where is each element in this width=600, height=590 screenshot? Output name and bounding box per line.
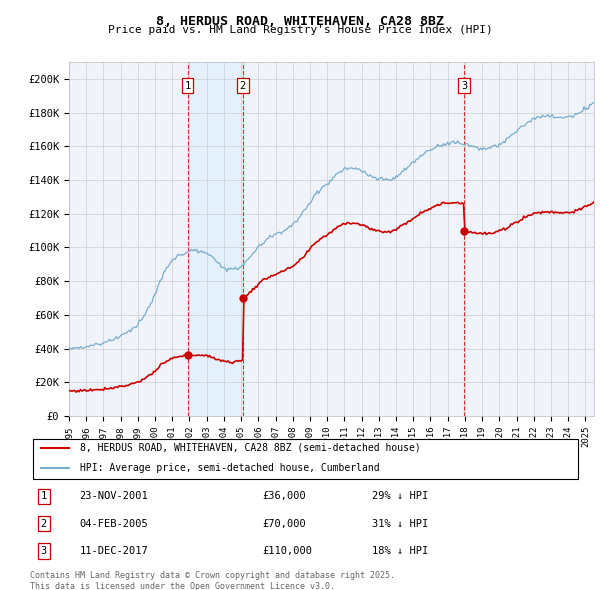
Text: 29% ↓ HPI: 29% ↓ HPI xyxy=(372,491,428,502)
Text: Contains HM Land Registry data © Crown copyright and database right 2025.
This d: Contains HM Land Registry data © Crown c… xyxy=(30,571,395,590)
Text: 3: 3 xyxy=(461,81,467,90)
Text: £36,000: £36,000 xyxy=(262,491,305,502)
Text: 2: 2 xyxy=(240,81,246,90)
Text: 8, HERDUS ROAD, WHITEHAVEN, CA28 8BZ (semi-detached house): 8, HERDUS ROAD, WHITEHAVEN, CA28 8BZ (se… xyxy=(80,442,421,453)
FancyBboxPatch shape xyxy=(33,439,578,478)
Text: 1: 1 xyxy=(41,491,47,502)
Text: 23-NOV-2001: 23-NOV-2001 xyxy=(80,491,148,502)
Text: 04-FEB-2005: 04-FEB-2005 xyxy=(80,519,148,529)
Text: 3: 3 xyxy=(41,546,47,556)
Text: £110,000: £110,000 xyxy=(262,546,312,556)
Text: 1: 1 xyxy=(185,81,191,90)
Text: 8, HERDUS ROAD, WHITEHAVEN, CA28 8BZ: 8, HERDUS ROAD, WHITEHAVEN, CA28 8BZ xyxy=(156,15,444,28)
Text: 11-DEC-2017: 11-DEC-2017 xyxy=(80,546,148,556)
Text: 2: 2 xyxy=(41,519,47,529)
Text: 31% ↓ HPI: 31% ↓ HPI xyxy=(372,519,428,529)
Text: Price paid vs. HM Land Registry's House Price Index (HPI): Price paid vs. HM Land Registry's House … xyxy=(107,25,493,35)
Text: 18% ↓ HPI: 18% ↓ HPI xyxy=(372,546,428,556)
Text: £70,000: £70,000 xyxy=(262,519,305,529)
Text: HPI: Average price, semi-detached house, Cumberland: HPI: Average price, semi-detached house,… xyxy=(80,464,379,473)
